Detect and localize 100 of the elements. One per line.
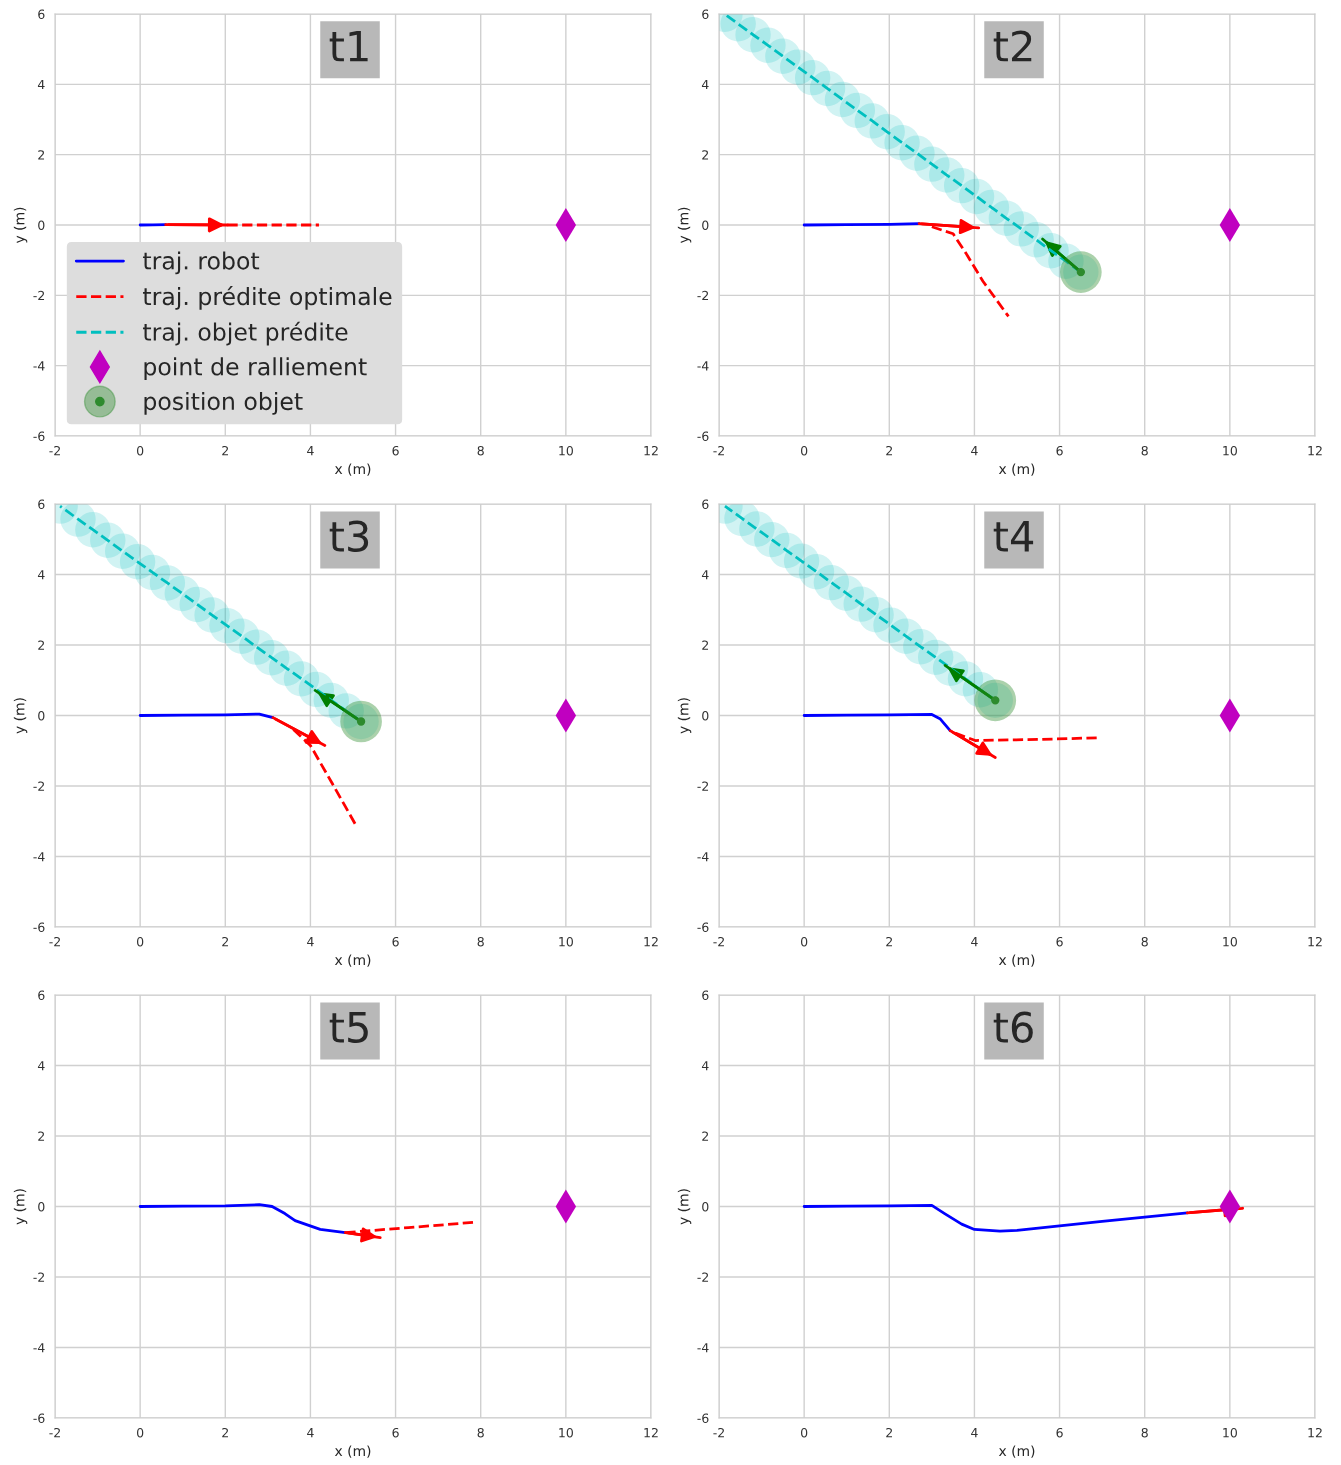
x-tick-label: -2 [49,445,60,456]
y-tick-label: 0 [702,220,709,230]
y-tick-label: 0 [702,710,709,721]
chart-title: t6 [993,1011,1033,1044]
x-tick-label: -2 [713,936,724,947]
y-tick-label: 2 [702,1131,709,1141]
y-tick-label: 2 [38,640,45,650]
y-axis-title: y (m) [13,698,28,734]
y-tick-label: -4 [697,852,709,862]
x-tick-label: 8 [477,445,484,456]
y-axis-title: y (m) [13,1189,28,1225]
chart-title: t4 [993,521,1034,552]
x-tick-label: 6 [392,445,399,456]
y-axis-title: y (m) [677,1189,692,1225]
y-tick-label: -2 [697,290,709,301]
y-tick-label: 0 [38,710,45,721]
x-tick-label: 4 [971,1428,978,1438]
x-tick-label: 10 [559,445,573,456]
x-tick-label: 12 [1308,1427,1322,1438]
x-axis-title: x (m) [334,954,371,967]
x-tick-label: 8 [477,936,484,947]
legend-label: traj. prédite optimale [143,286,392,310]
legend-label: traj. robot [143,251,260,275]
x-tick-label: 4 [971,937,978,947]
x-tick-label: 10 [559,936,573,947]
legend-label: traj. objet prédite [143,321,348,346]
y-tick-label: 0 [38,220,45,230]
x-tick-label: 12 [644,445,658,456]
x-tick-label: 8 [1141,936,1148,947]
x-tick-label: 12 [1308,936,1322,947]
y-tick-label: -2 [33,1272,45,1282]
y-tick-label: -4 [697,361,709,371]
y-tick-label: -6 [697,1413,709,1423]
line-series [802,1204,1189,1233]
x-tick-label: 2 [886,936,893,947]
y-tick-label: -6 [33,431,45,441]
y-tick-label: 0 [702,1201,709,1212]
y-tick-label: 6 [38,499,45,509]
x-tick-label: 0 [800,445,808,456]
x-axis-title: x (m) [998,463,1035,476]
x-tick-label: 2 [222,936,229,947]
y-tick-label: -4 [697,1343,709,1353]
line-series [802,713,952,733]
x-tick-label: 12 [1308,445,1322,456]
y-tick-label: 6 [702,499,709,509]
x-tick-label: 4 [307,937,314,947]
y-tick-label: 2 [702,640,709,650]
y-tick-label: 4 [37,570,45,580]
y-tick-label: 4 [701,79,709,90]
x-tick-label: 0 [136,936,144,947]
y-tick-label: -2 [697,1272,709,1282]
x-tick-label: 12 [644,936,658,947]
y-tick-label: 4 [701,1061,709,1071]
x-tick-label: 4 [971,446,978,456]
chart-title: t1 [329,30,368,62]
x-tick-label: -2 [713,1427,724,1438]
x-tick-label: 10 [1223,936,1237,947]
y-tick-label: 4 [701,570,709,580]
y-tick-label: -6 [697,431,709,441]
x-tick-label: 10 [559,1427,573,1438]
x-axis-title: x (m) [998,954,1035,967]
y-axis-title: y (m) [13,207,28,244]
x-tick-label: 0 [800,936,808,947]
y-tick-label: -4 [33,1343,45,1353]
x-tick-label: 2 [886,1427,893,1438]
x-tick-label: 6 [392,1427,399,1438]
x-tick-label: 10 [1223,1427,1237,1438]
y-tick-label: -2 [33,781,45,791]
x-tick-label: 6 [1056,445,1063,456]
y-tick-label: 6 [702,9,709,19]
point [991,696,1000,705]
x-tick-label: -2 [713,445,724,456]
x-tick-label: 8 [477,1427,484,1438]
x-tick-label: 2 [222,1427,229,1438]
x-tick-label: 2 [886,445,893,456]
x-tick-label: 6 [1056,936,1063,947]
y-tick-label: -4 [33,361,45,371]
y-tick-label: -6 [33,922,45,932]
x-tick-label: 4 [307,446,314,456]
y-tick-label: 6 [38,9,45,19]
y-tick-label: 0 [38,1201,45,1212]
x-tick-label: 0 [800,1427,808,1438]
y-tick-label: 2 [702,150,709,160]
y-tick-label: 4 [37,1061,45,1071]
x-tick-label: -2 [49,936,60,947]
x-tick-label: 12 [644,1427,658,1438]
x-tick-label: 6 [392,936,399,947]
x-axis-title: x (m) [998,1445,1035,1458]
x-tick-label: 0 [136,1427,144,1438]
y-tick-label: 4 [37,79,45,90]
x-tick-label: 8 [1141,445,1148,456]
x-tick-label: -2 [49,1427,60,1438]
x-axis-title: x (m) [334,463,371,476]
legend-label: position objet [144,391,303,415]
y-axis-title: y (m) [677,698,692,734]
y-tick-label: -2 [33,290,45,301]
y-tick-label: 6 [702,990,709,1000]
x-tick-label: 6 [1056,1427,1063,1438]
y-tick-label: 2 [38,1131,45,1141]
chart-title: t2 [993,30,1032,62]
